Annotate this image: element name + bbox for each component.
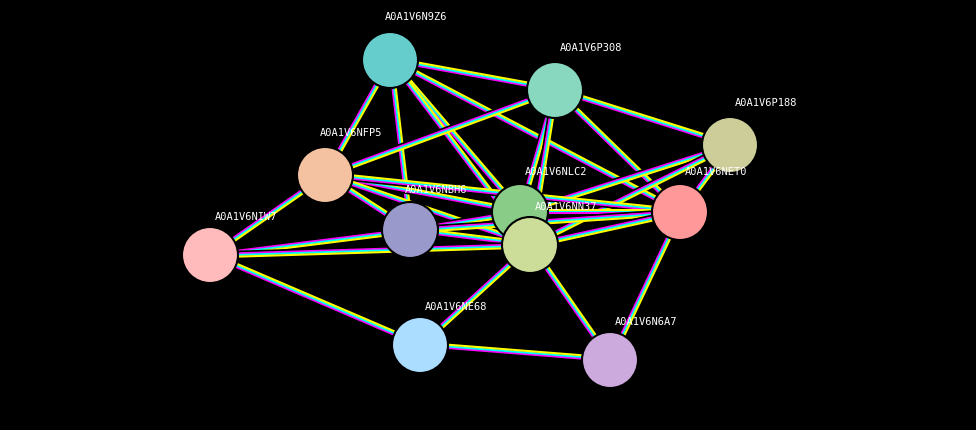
- Text: A0A1V6NET0: A0A1V6NET0: [685, 167, 748, 177]
- Text: A0A1V6P308: A0A1V6P308: [560, 43, 623, 53]
- Circle shape: [392, 317, 448, 373]
- Text: A0A1V6NFP5: A0A1V6NFP5: [320, 128, 383, 138]
- Text: A0A1V6N9Z6: A0A1V6N9Z6: [385, 12, 448, 22]
- Circle shape: [582, 332, 638, 388]
- Circle shape: [362, 32, 418, 88]
- Text: A0A1V6NIW7: A0A1V6NIW7: [215, 212, 277, 222]
- Text: A0A1V6NLC2: A0A1V6NLC2: [525, 167, 588, 177]
- Text: A0A1V6NE68: A0A1V6NE68: [425, 302, 487, 312]
- Text: A0A1V6N6A7: A0A1V6N6A7: [615, 317, 677, 327]
- Circle shape: [492, 184, 548, 240]
- Text: A0A1V6NN37: A0A1V6NN37: [535, 202, 597, 212]
- Text: A0A1V6P188: A0A1V6P188: [735, 98, 797, 108]
- Circle shape: [702, 117, 758, 173]
- Circle shape: [502, 217, 558, 273]
- Circle shape: [652, 184, 708, 240]
- Text: A0A1V6NBH6: A0A1V6NBH6: [405, 185, 468, 195]
- Circle shape: [382, 202, 438, 258]
- Circle shape: [297, 147, 353, 203]
- Circle shape: [527, 62, 583, 118]
- Circle shape: [182, 227, 238, 283]
